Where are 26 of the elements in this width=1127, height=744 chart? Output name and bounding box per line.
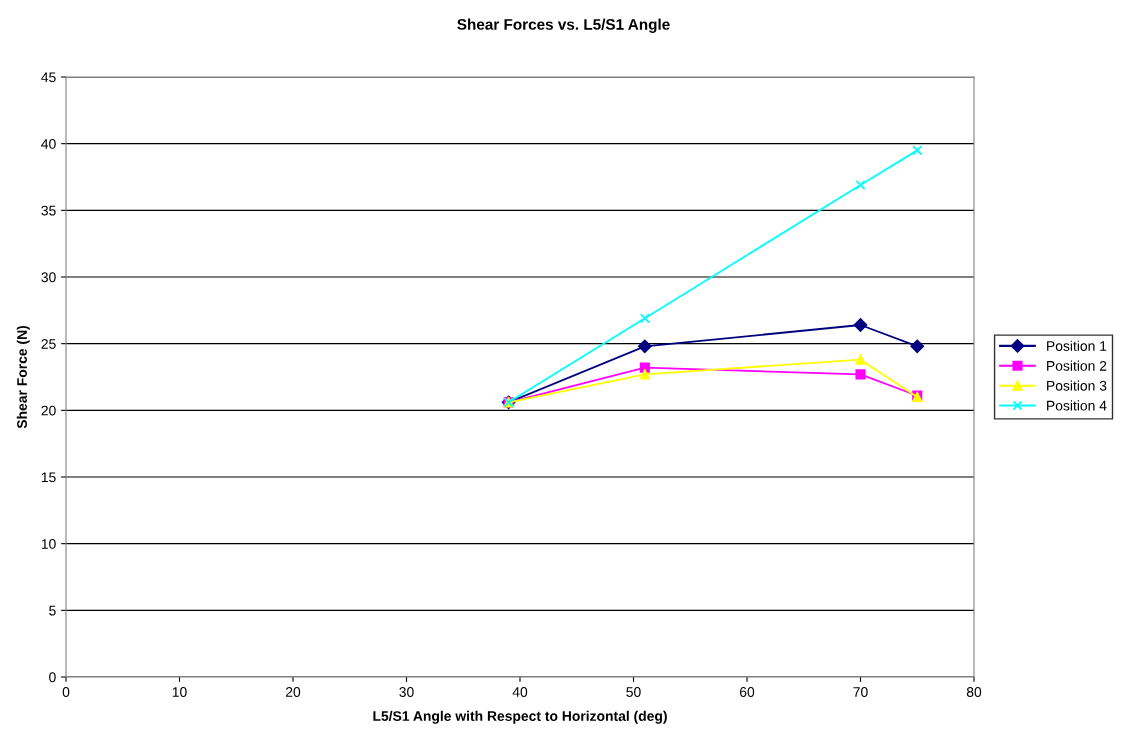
x-tick-label: 70 [853,687,868,697]
legend-label: Position 2 [1047,360,1107,371]
legend-label: Position 4 [1047,400,1107,411]
x-tick-label: 0 [62,687,70,697]
y-tick-label: 10 [41,539,56,549]
x-axis-title: L5/S1 Angle with Respect to Horizontal (deg) [373,710,667,724]
legend-label: Position 3 [1047,380,1107,391]
x-tick-label: 60 [739,687,755,697]
x-tick-label: 30 [399,687,414,697]
y-tick-label: 45 [41,72,56,83]
y-tick-label: 35 [41,205,56,216]
y-tick-label: 0 [49,672,56,683]
x-tick-label: 10 [172,687,187,697]
y-tick-label: 20 [41,405,56,416]
x-tick-label: 50 [626,687,641,697]
legend-label: Position 1 [1047,340,1107,351]
x-tick-label: 20 [285,687,301,697]
y-tick-label: 5 [49,605,56,616]
y-axis-title: Shear Force (N) [16,325,30,429]
y-tick-label: 25 [41,339,56,349]
x-tick-label: 80 [966,687,982,697]
y-tick-label: 30 [41,272,56,283]
chart-title: Shear Forces vs. L5/S1 Angle [457,18,670,33]
x-tick-label: 40 [512,687,528,697]
y-tick-label: 15 [41,472,56,483]
y-tick-label: 40 [41,139,56,149]
